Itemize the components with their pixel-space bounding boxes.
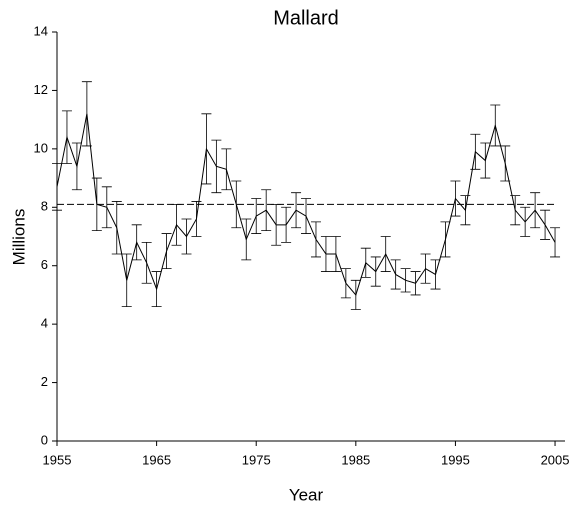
y-tick-label: 10 — [34, 140, 48, 155]
x-axis-label: Year — [289, 485, 324, 504]
x-tick-label: 1975 — [242, 452, 271, 467]
x-tick-label: 1985 — [341, 452, 370, 467]
x-tick-label: 2005 — [541, 452, 570, 467]
x-tick-label: 1965 — [142, 452, 171, 467]
y-tick-label: 2 — [41, 374, 48, 389]
y-tick-label: 4 — [41, 316, 48, 331]
x-tick-label: 1955 — [43, 452, 72, 467]
y-tick-label: 0 — [41, 432, 48, 447]
y-tick-label: 14 — [34, 23, 48, 38]
y-tick-label: 6 — [41, 257, 48, 272]
y-tick-label: 8 — [41, 199, 48, 214]
chart-title: Mallard — [273, 7, 339, 29]
error-bar — [550, 227, 561, 258]
y-axis-label: Millions — [9, 209, 28, 266]
data-line — [56, 113, 556, 296]
y-tick-label: 12 — [34, 82, 48, 97]
x-tick-label: 1995 — [441, 452, 470, 467]
